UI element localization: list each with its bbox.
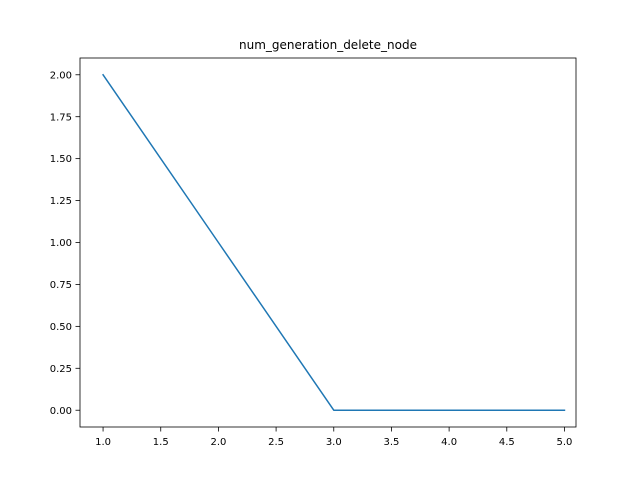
series-line-0 <box>102 73 566 411</box>
chart-title: num_generation_delete_node <box>239 38 417 52</box>
x-tick-label-4: 3.0 <box>326 437 342 448</box>
x-tick-label-5: 3.5 <box>383 437 399 448</box>
y-tick-label-8: 2.00 <box>50 70 72 81</box>
x-tick-label-0: 1.0 <box>95 437 111 448</box>
y-tick-label-2: 0.50 <box>50 322 72 333</box>
x-tick-label-1: 1.5 <box>153 437 169 448</box>
x-tick-label-6: 4.0 <box>441 437 457 448</box>
plot-area: 1.0 1.5 2.0 2.5 3.0 3.5 4.0 4.5 5.0 0.00 0.25 0.50 0… <box>50 57 577 448</box>
x-tick-label-7: 4.5 <box>499 437 515 448</box>
y-tick-label-6: 1.50 <box>50 154 72 165</box>
y-tick-label-3: 0.75 <box>50 280 72 291</box>
y-tick-label-7: 1.75 <box>50 112 72 123</box>
y-tick-label-4: 1.00 <box>50 238 72 249</box>
y-tick-label-1: 0.25 <box>50 364 72 375</box>
y-tick-label-0: 0.00 <box>50 406 72 417</box>
y-tick-label-5: 1.25 <box>50 196 72 207</box>
x-tick-label-3: 2.5 <box>268 437 284 448</box>
x-tick-label-2: 2.0 <box>210 437 226 448</box>
x-tick-label-8: 5.0 <box>557 437 573 448</box>
